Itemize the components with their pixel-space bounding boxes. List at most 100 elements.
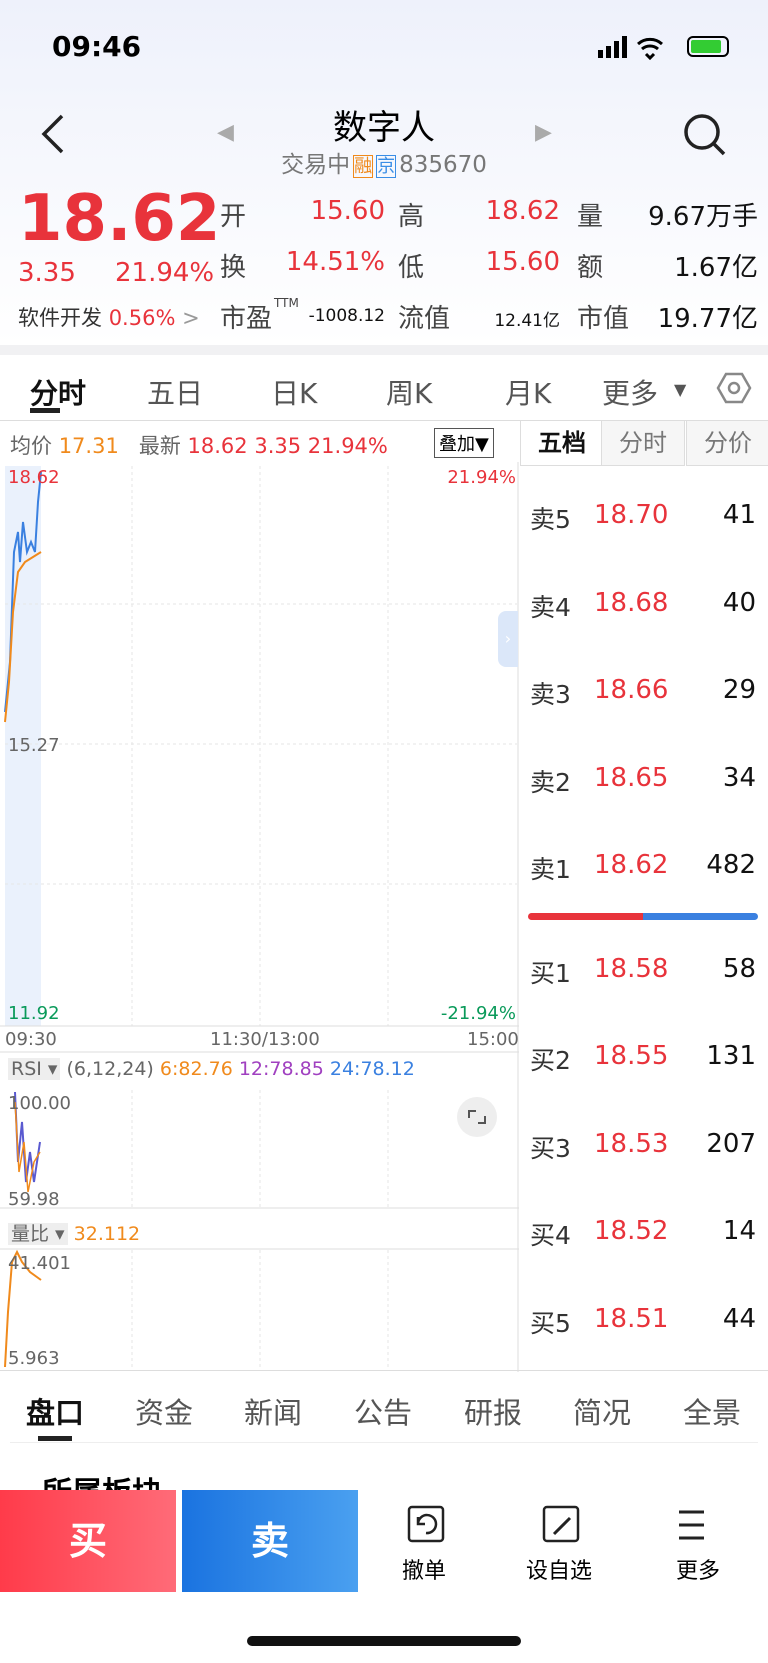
- buy[interactable]: 买: [0, 1490, 176, 1592]
- stat-value: 12.41亿: [494, 311, 560, 331]
- rule: [0, 420, 768, 421]
- book-price: 18.55: [594, 1041, 669, 1071]
- cancel[interactable]: 撤单: [402, 1559, 447, 1584]
- book-price: 18.58: [594, 954, 669, 984]
- book-price: 18.62: [594, 850, 669, 880]
- book-volume: 58: [722, 954, 756, 984]
- expand[interactable]: ›: [498, 611, 518, 667]
- settings[interactable]: [716, 370, 752, 406]
- status: 交易中: [281, 152, 351, 178]
- price: 18.62: [18, 182, 221, 256]
- detail-tab[interactable]: 全景: [683, 1396, 742, 1430]
- detail-tab[interactable]: 新闻: [244, 1396, 303, 1430]
- home-indicator: [247, 1636, 521, 1646]
- book-label: 买5: [530, 1309, 571, 1338]
- pct: 21.94%: [307, 434, 388, 458]
- book-label: 卖5: [530, 505, 571, 534]
- time-label: 09:30: [5, 1029, 57, 1050]
- axis-label: 21.94%: [447, 467, 516, 488]
- book-price: 18.52: [594, 1216, 669, 1246]
- stat-value: 19.77亿: [657, 304, 758, 334]
- prev[interactable]: ◀: [217, 120, 234, 145]
- overlay[interactable]: 叠加▼: [434, 428, 494, 458]
- stat-label: 市值: [577, 304, 630, 334]
- detail-tab[interactable]: 简况: [573, 1396, 632, 1430]
- tab[interactable]: 更多: [602, 377, 659, 410]
- charts: [0, 462, 519, 1372]
- label: 最新: [138, 434, 181, 458]
- book-volume: 41: [722, 500, 756, 530]
- book-volume: 34: [722, 763, 756, 793]
- rsi6: 6:82.76: [159, 1058, 233, 1080]
- book-volume: 207: [706, 1129, 756, 1159]
- rsi-label: RSI: [11, 1058, 42, 1080]
- chart-legend: 均价 17.31 最新 18.62 3.35 21.94%: [10, 430, 388, 460]
- book-price: 18.70: [594, 500, 669, 530]
- sector-name: 软件开发: [18, 306, 102, 330]
- rsi-select[interactable]: RSI ▾: [8, 1058, 61, 1080]
- vr-select[interactable]: 量比 ▾: [8, 1223, 68, 1245]
- vr-label: 量比: [11, 1223, 50, 1245]
- book-volume: 482: [706, 850, 756, 880]
- badge: 京: [376, 155, 397, 178]
- book-tab[interactable]: 五档: [520, 420, 604, 466]
- tab[interactable]: 月K: [505, 377, 552, 410]
- last: 18.62: [187, 434, 248, 458]
- stat-value: 15.60: [310, 196, 385, 226]
- overlay-label: 叠加: [439, 434, 475, 455]
- book-tab[interactable]: 分时: [601, 420, 685, 466]
- back[interactable]: [38, 112, 68, 156]
- sector-pct: 0.56%: [108, 306, 176, 330]
- rule: [10, 1442, 758, 1443]
- watch[interactable]: 设自选: [526, 1559, 593, 1584]
- detail-tab[interactable]: 盘口: [26, 1396, 85, 1430]
- detail-tab[interactable]: 公告: [354, 1396, 413, 1430]
- book-label: 买2: [530, 1046, 571, 1075]
- header-bg: [0, 0, 768, 345]
- detail-tab[interactable]: 资金: [135, 1396, 194, 1430]
- search[interactable]: [682, 112, 728, 158]
- change-pct: 21.94%: [115, 258, 215, 288]
- tab[interactable]: 日K: [271, 377, 318, 410]
- book-label: 买1: [530, 959, 571, 988]
- book-tab[interactable]: 分价: [686, 420, 768, 466]
- axis-label: 18.62: [8, 467, 60, 488]
- book-volume: 40: [722, 588, 756, 618]
- book-label: 买3: [530, 1134, 571, 1163]
- book-volume: 44: [722, 1304, 756, 1334]
- stat-sup: TTM: [274, 296, 299, 310]
- params: (6,12,24): [66, 1058, 154, 1080]
- chg: 3.35: [254, 434, 302, 458]
- rsi24: 24:78.12: [329, 1058, 415, 1080]
- time-label: 11:30/13:00: [210, 1029, 320, 1050]
- sector[interactable]: 软件开发 0.56% >: [18, 306, 200, 330]
- axis-label: 15.27: [8, 735, 60, 756]
- book-price: 18.51: [594, 1304, 669, 1334]
- stat-value: 9.67万手: [648, 202, 758, 232]
- book-label: 买4: [530, 1221, 571, 1250]
- axis-label: -21.94%: [440, 1003, 516, 1024]
- detail-tab[interactable]: 研报: [464, 1396, 523, 1430]
- time: 09:46: [52, 30, 142, 63]
- stat-label: 高: [398, 202, 425, 232]
- tab[interactable]: 周K: [386, 377, 433, 410]
- more[interactable]: 更多: [676, 1559, 721, 1584]
- rsi-legend: RSI ▾ (6,12,24) 6:82.76 12:78.85 24:78.1…: [8, 1058, 415, 1080]
- sell[interactable]: 卖: [182, 1490, 358, 1592]
- tab[interactable]: 分时: [30, 377, 87, 410]
- vr-legend: 量比 ▾ 32.112: [8, 1219, 140, 1246]
- next[interactable]: ▶: [535, 120, 552, 145]
- book-volume: 131: [706, 1041, 756, 1071]
- book-volume: 14: [722, 1216, 756, 1246]
- stat-value: 14.51%: [285, 247, 385, 277]
- code: 835670: [399, 152, 487, 178]
- book-label: 卖2: [530, 768, 571, 797]
- book-label: 卖4: [530, 593, 571, 622]
- stat-label: 量: [577, 202, 604, 232]
- axis-label: 41.401: [8, 1253, 71, 1274]
- tab[interactable]: 五日: [147, 377, 204, 410]
- stat-label: 换: [220, 253, 247, 283]
- stat-value: 15.60: [485, 247, 560, 277]
- axis-label: 59.98: [8, 1189, 60, 1210]
